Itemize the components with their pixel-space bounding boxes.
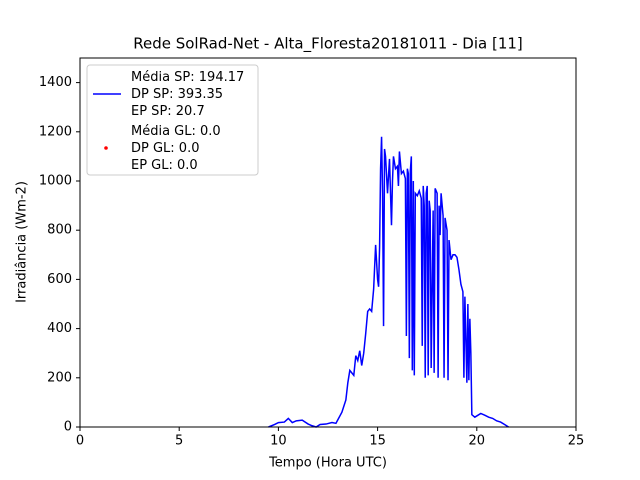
x-axis-label: Tempo (Hora UTC) (268, 456, 387, 471)
y-tick-label: 800 (47, 223, 72, 238)
y-tick-label: 400 (47, 321, 72, 336)
legend-marker (104, 146, 108, 150)
x-tick-label: 20 (469, 434, 486, 449)
x-tick-label: 5 (175, 434, 183, 449)
legend-label: Média GL: 0.0 DP GL: 0.0 EP GL: 0.0 (131, 124, 221, 173)
x-tick-label: 25 (568, 434, 585, 449)
x-tick-label: 0 (76, 434, 84, 449)
y-tick-label: 200 (47, 370, 72, 385)
legend-box (86, 64, 259, 176)
y-tick-label: 0 (64, 420, 72, 435)
x-tick-label: 10 (270, 434, 287, 449)
legend-label: Média SP: 194.17 DP SP: 393.35 EP SP: 20… (131, 70, 245, 119)
x-tick-label: 15 (369, 434, 386, 449)
data-line (268, 136, 509, 428)
y-tick-label: 1200 (39, 124, 72, 139)
chart-title: Rede SolRad-Net - Alta_Floresta20181011 … (133, 35, 523, 54)
plot-frame (79, 57, 577, 428)
y-axis-label: Irradiância (Wm-2) (15, 181, 30, 303)
y-tick-label: 1000 (39, 174, 72, 189)
y-tick-label: 600 (47, 272, 72, 287)
y-tick-label: 1400 (39, 75, 72, 90)
